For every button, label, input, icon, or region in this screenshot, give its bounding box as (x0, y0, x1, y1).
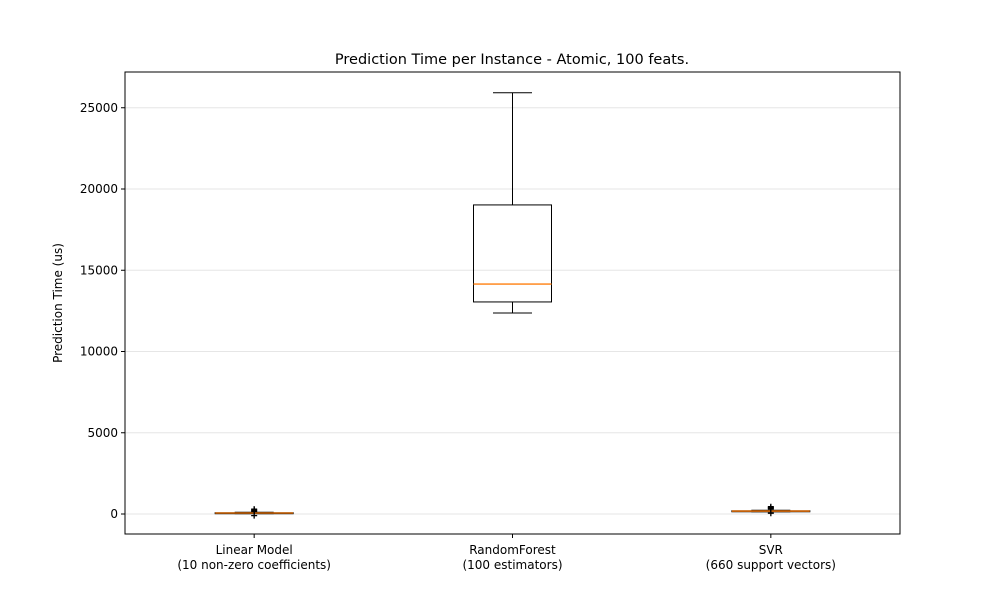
x-tick-label: (10 non-zero coefficients) (177, 558, 331, 572)
x-tick-label: (100 estimators) (462, 558, 562, 572)
y-tick-label: 0 (110, 507, 118, 521)
y-tick-label: 25000 (80, 101, 118, 115)
y-tick-label: 15000 (80, 263, 118, 277)
y-tick-label: 10000 (80, 345, 118, 359)
x-tick-label: SVR (759, 543, 783, 557)
flier-point (767, 503, 774, 510)
box-2 (731, 503, 811, 517)
box-0 (214, 506, 294, 519)
x-tick-label: (660 support vectors) (706, 558, 836, 572)
box-body (473, 204, 552, 303)
plot-frame (124, 71, 901, 535)
box-1 (473, 92, 552, 314)
flier-point (251, 506, 258, 513)
y-tick-label: 20000 (80, 182, 118, 196)
y-tick-label: 5000 (87, 426, 118, 440)
chart-title: Prediction Time per Instance - Atomic, 1… (335, 52, 689, 68)
x-tick-label: Linear Model (216, 543, 293, 557)
x-tick-label: RandomForest (469, 543, 556, 557)
y-axis-label: Prediction Time (us) (51, 243, 65, 363)
